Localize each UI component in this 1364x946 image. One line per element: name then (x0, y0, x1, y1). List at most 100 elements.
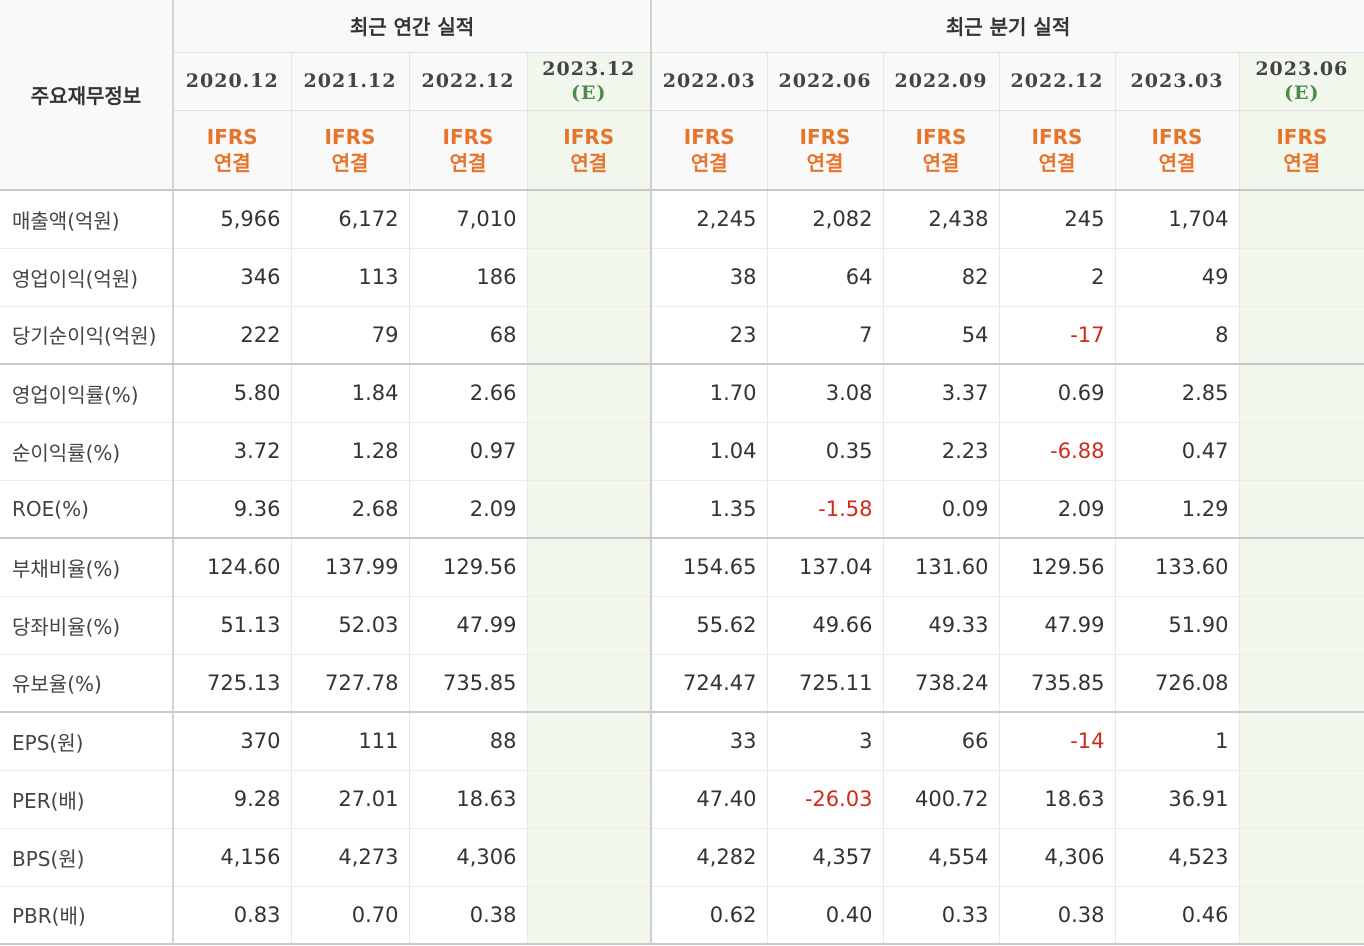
quarterly-value-cell: 47.99 (998, 596, 1116, 655)
quarterly-value-cell: 3.08 (766, 364, 884, 423)
annual-value-cell: 5,966 (172, 190, 291, 249)
quarterly-value-cell: 0.69 (998, 364, 1116, 423)
annual-value-cell: 4,306 (408, 828, 527, 887)
annual-value-cell: 7,010 (408, 190, 527, 249)
row-label: 유보율(%) (0, 654, 174, 713)
quarterly-value-cell: 0.09 (882, 480, 1000, 539)
consolidated-label: 연결 (570, 150, 608, 175)
table-row: BPS(원) 4,156 4,273 4,306 4,282 4,357 4,554 4,30… (0, 828, 1364, 887)
quarterly-value-cell (1238, 480, 1364, 539)
quarterly-value-cell: 4,306 (998, 828, 1116, 887)
annual-value-cell: 79 (290, 306, 409, 365)
quarterly-value-cell: 49.66 (766, 596, 884, 655)
quarterly-value-cell: 18.63 (998, 770, 1116, 829)
annual-value-cell: 1.28 (290, 422, 409, 481)
row-label: PBR(배) (0, 886, 174, 945)
quarterly-ifrs-4: IFRS 연결 (1114, 110, 1240, 191)
quarterly-period-2: 2022.09 (882, 52, 1000, 111)
quarterly-value-cell: 1.04 (650, 422, 768, 481)
quarterly-value-cell: 2,082 (766, 190, 884, 249)
consolidated-label: 연결 (690, 150, 728, 175)
quarterly-period-5: 2023.06 (E) (1238, 52, 1364, 111)
quarterly-value-cell: 3.37 (882, 364, 1000, 423)
annual-value-cell: 0.38 (408, 886, 527, 945)
quarterly-period-1: 2022.06 (766, 52, 884, 111)
quarterly-value-cell: -17 (998, 306, 1116, 365)
table-row: 매출액(억원) 5,966 6,172 7,010 2,245 2,082 2,438 245… (0, 190, 1364, 249)
quarterly-value-cell: 724.47 (650, 654, 768, 713)
quarterly-value-cell: 725.11 (766, 654, 884, 713)
consolidated-label: 연결 (213, 150, 251, 175)
consolidated-label: 연결 (922, 150, 960, 175)
annual-value-cell: 0.83 (172, 886, 291, 945)
annual-value-cell (526, 306, 652, 365)
table-row: 당좌비율(%) 51.13 52.03 47.99 55.62 49.66 49.33 47.… (0, 596, 1364, 655)
row-label: PER(배) (0, 770, 174, 829)
row-label: BPS(원) (0, 828, 174, 887)
annual-value-cell: 370 (172, 712, 291, 771)
quarterly-value-cell: 1.35 (650, 480, 768, 539)
quarterly-value-cell: 0.35 (766, 422, 884, 481)
table-row: PBR(배) 0.83 0.70 0.38 0.62 0.40 0.33 0.38 0.46 (0, 886, 1364, 945)
quarterly-value-cell (1238, 364, 1364, 423)
quarterly-value-cell: 36.91 (1114, 770, 1240, 829)
annual-value-cell: 113 (290, 248, 409, 307)
quarterly-value-cell: 38 (650, 248, 768, 307)
annual-value-cell: 0.70 (290, 886, 409, 945)
row-label: 당기순이익(억원) (0, 306, 174, 365)
consolidated-label: 연결 (806, 150, 844, 175)
quarterly-value-cell (1238, 422, 1364, 481)
annual-value-cell: 2.68 (290, 480, 409, 539)
quarterly-value-cell: 0.47 (1114, 422, 1240, 481)
period-date: 2022.06 (778, 70, 872, 92)
quarterly-value-cell: 8 (1114, 306, 1240, 365)
annual-value-cell: 2.66 (408, 364, 527, 423)
annual-value-cell (526, 770, 652, 829)
annual-value-cell: 5.80 (172, 364, 291, 423)
row-label: 순이익률(%) (0, 422, 174, 481)
annual-value-cell: 137.99 (290, 538, 409, 597)
quarterly-value-cell: 735.85 (998, 654, 1116, 713)
quarterly-value-cell: 49 (1114, 248, 1240, 307)
table-header: 주요재무정보 최근 연간 실적 최근 분기 실적 2020.12 2021.12 2… (0, 0, 1364, 191)
annual-value-cell: 735.85 (408, 654, 527, 713)
quarterly-value-cell: 49.33 (882, 596, 1000, 655)
quarterly-value-cell: 1.70 (650, 364, 768, 423)
quarterly-value-cell: 64 (766, 248, 884, 307)
annual-period-1: 2021.12 (290, 52, 409, 111)
annual-value-cell: 725.13 (172, 654, 291, 713)
ifrs-label: IFRS (324, 124, 376, 149)
row-label: ROE(%) (0, 480, 174, 539)
quarterly-value-cell: -14 (998, 712, 1116, 771)
annual-ifrs-2: IFRS 연결 (408, 110, 527, 191)
period-date-row: 2020.12 2021.12 2022.12 2023.12 (E) 2022.03 20… (0, 52, 1364, 111)
quarterly-value-cell: 47.40 (650, 770, 768, 829)
annual-period-0: 2020.12 (172, 52, 291, 111)
quarterly-results-title: 최근 분기 실적 (650, 0, 1364, 53)
annual-value-cell (526, 538, 652, 597)
annual-value-cell: 51.13 (172, 596, 291, 655)
ifrs-label: IFRS (206, 124, 258, 149)
quarterly-value-cell (1238, 828, 1364, 887)
annual-value-cell: 3.72 (172, 422, 291, 481)
annual-value-cell (526, 248, 652, 307)
annual-value-cell: 9.28 (172, 770, 291, 829)
ifrs-label: IFRS (1151, 124, 1203, 149)
quarterly-value-cell: 0.62 (650, 886, 768, 945)
table-row: ROE(%) 9.36 2.68 2.09 1.35 -1.58 0.09 2.09 1.29 (0, 480, 1364, 539)
quarterly-value-cell: 2.09 (998, 480, 1116, 539)
period-date: 2023.06 (1255, 58, 1349, 80)
row-label: EPS(원) (0, 712, 174, 771)
quarterly-ifrs-3: IFRS 연결 (998, 110, 1116, 191)
ifrs-label: IFRS (799, 124, 851, 149)
annual-value-cell: 27.01 (290, 770, 409, 829)
row-label: 영업이익(억원) (0, 248, 174, 307)
quarterly-value-cell: 133.60 (1114, 538, 1240, 597)
quarterly-value-cell: -26.03 (766, 770, 884, 829)
quarterly-value-cell: 2,438 (882, 190, 1000, 249)
quarterly-value-cell: 2,245 (650, 190, 768, 249)
annual-value-cell: 68 (408, 306, 527, 365)
quarterly-value-cell: 4,282 (650, 828, 768, 887)
quarterly-value-cell: 0.46 (1114, 886, 1240, 945)
